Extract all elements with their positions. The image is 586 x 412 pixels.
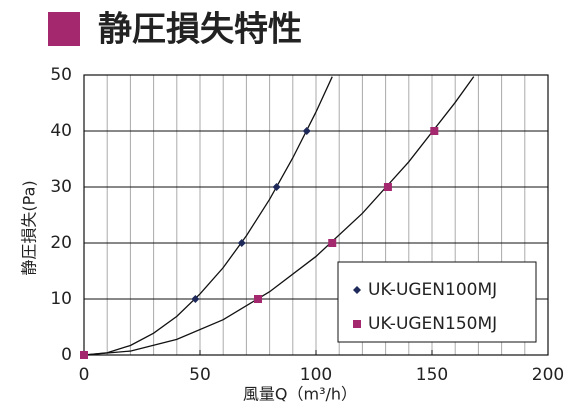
marker-square: [328, 239, 337, 247]
marker-diamond: [302, 127, 311, 135]
legend-marker: [353, 320, 361, 328]
curve: [83, 76, 333, 356]
plot-frame: [83, 74, 549, 356]
x-tick-label: 200: [532, 365, 564, 385]
y-tick-label: 50: [50, 65, 72, 85]
y-tick-label: 20: [50, 233, 72, 253]
marker-diamond: [191, 295, 200, 303]
x-tick-label: 50: [189, 365, 211, 385]
title-marker: [48, 12, 80, 46]
marker-square: [80, 351, 88, 359]
marker-square: [383, 183, 392, 191]
x-tick-label: 0: [79, 365, 90, 385]
x-tick-label: 150: [416, 365, 448, 385]
marker-square: [254, 295, 262, 303]
y-tick-label: 30: [50, 177, 72, 197]
x-axis-label: 風量Q（m³/h）: [243, 385, 357, 404]
x-tick-label: 100: [300, 365, 332, 385]
chart-title: 静圧損失特性: [98, 10, 302, 50]
legend-label: UK-UGEN100MJ: [368, 280, 497, 300]
marker-diamond: [237, 239, 246, 247]
marker-square: [430, 127, 439, 135]
legend-marker: [353, 286, 361, 294]
marker-diamond: [272, 183, 281, 191]
y-tick-label: 10: [50, 289, 72, 309]
y-tick-label: 0: [61, 345, 72, 365]
legend-box: [337, 261, 537, 343]
legend-label: UK-UGEN150MJ: [368, 314, 497, 334]
y-axis-label: 静圧損失(Pa): [20, 180, 39, 275]
y-tick-label: 40: [50, 121, 72, 141]
